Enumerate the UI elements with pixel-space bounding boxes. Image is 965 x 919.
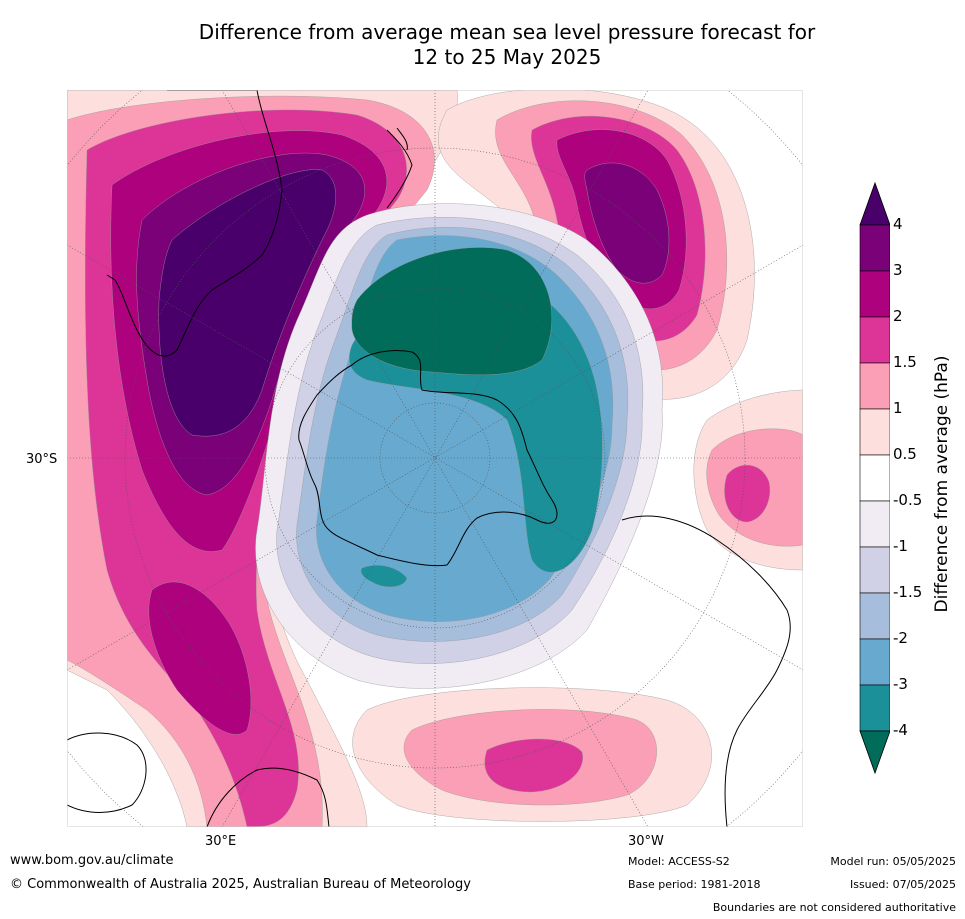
colorbar-band — [859, 408, 890, 456]
colorbar-tick-label: -1 — [893, 537, 908, 555]
colorbar-band — [859, 316, 890, 364]
footer-website: www.bom.gov.au/climate — [10, 853, 174, 868]
colorbar-tick-label: 1.5 — [893, 353, 917, 371]
australia-coastline — [106, 90, 283, 357]
colorbar-band — [859, 454, 890, 502]
footer-model: Model: ACCESS-S2 — [628, 855, 730, 868]
pressure-anomaly-map — [67, 90, 803, 827]
footer-model-run: Model run: 05/05/2025 — [830, 855, 956, 868]
footer-disclaimer: Boundaries are not considered authoritat… — [712, 901, 956, 914]
colorbar-title: Difference from average (hPa) — [932, 355, 952, 613]
title-line-1: Difference from average mean sea level p… — [198, 20, 816, 44]
colorbar-tick-label: -0.5 — [893, 491, 923, 509]
south-america-coastline — [621, 515, 791, 827]
colorbar-tick-label: -1.5 — [893, 583, 923, 601]
antarctic-low-anomaly — [255, 203, 663, 689]
antarctica-coastline — [298, 350, 558, 567]
colorbar-tick-label: 0.5 — [893, 445, 917, 463]
south-pacific-high-anomaly — [438, 90, 755, 400]
footer-copyright: © Commonwealth of Australia 2025, Austra… — [10, 877, 471, 892]
colorbar-extend-bottom — [859, 730, 890, 775]
footer-base-period: Base period: 1981-2018 — [628, 878, 761, 891]
graticule-label-30w: 30°W — [628, 834, 664, 849]
graticule — [67, 90, 803, 827]
colorbar-extend-top — [859, 181, 890, 226]
colorbar-tick-label: 1 — [893, 399, 903, 417]
new-zealand-coastline — [386, 127, 413, 209]
colorbar-tick-label: 2 — [893, 307, 903, 325]
colorbar-tick-label: 3 — [893, 261, 903, 279]
colorbar-band — [859, 362, 890, 410]
footer-issued: Issued: 07/05/2025 — [849, 878, 956, 891]
colorbar-tick-label: -2 — [893, 629, 908, 647]
map-title: Difference from average mean sea level p… — [0, 20, 965, 70]
africa-coastline — [206, 767, 330, 827]
indian-ocean-high-anomaly — [352, 687, 712, 822]
colorbar-tick-label: -3 — [893, 675, 908, 693]
coastlines — [106, 90, 791, 827]
colorbar-band — [859, 270, 890, 318]
colorbar-band — [859, 638, 890, 686]
colorbar-band — [859, 684, 890, 732]
colorbar-band — [859, 592, 890, 640]
title-line-2: 12 to 25 May 2025 — [412, 45, 602, 69]
island-coastlines — [67, 732, 147, 813]
graticule-label-30s: 30°S — [26, 452, 58, 467]
colorbar-band — [859, 224, 890, 272]
colorbar — [859, 181, 890, 775]
colorbar-band — [859, 500, 890, 548]
colorbar-tick-label: -4 — [893, 721, 908, 739]
colorbar-tick-label: 4 — [893, 215, 903, 233]
graticule-label-30e: 30°E — [205, 834, 237, 849]
colorbar-band — [859, 546, 890, 594]
